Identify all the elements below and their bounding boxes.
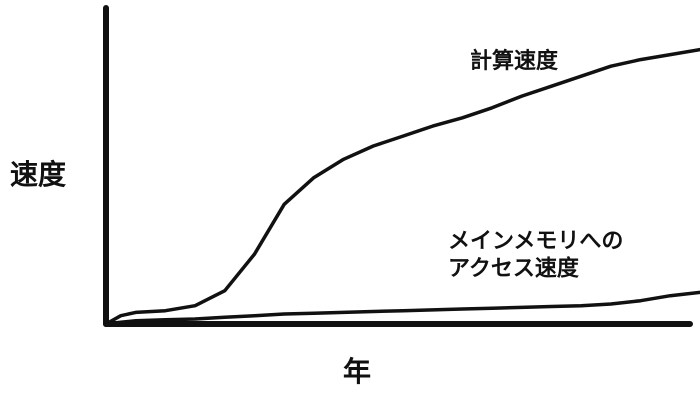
series-line-1 [104,47,700,326]
series-label-2: メインメモリへのアクセス速度 [448,229,623,282]
series-line-2 [104,290,700,326]
series-label-1: 計算速度 [470,48,559,74]
series-layer [104,47,700,326]
y-axis-label: 速度 [10,158,66,191]
x-axis-label: 年 [343,355,371,388]
